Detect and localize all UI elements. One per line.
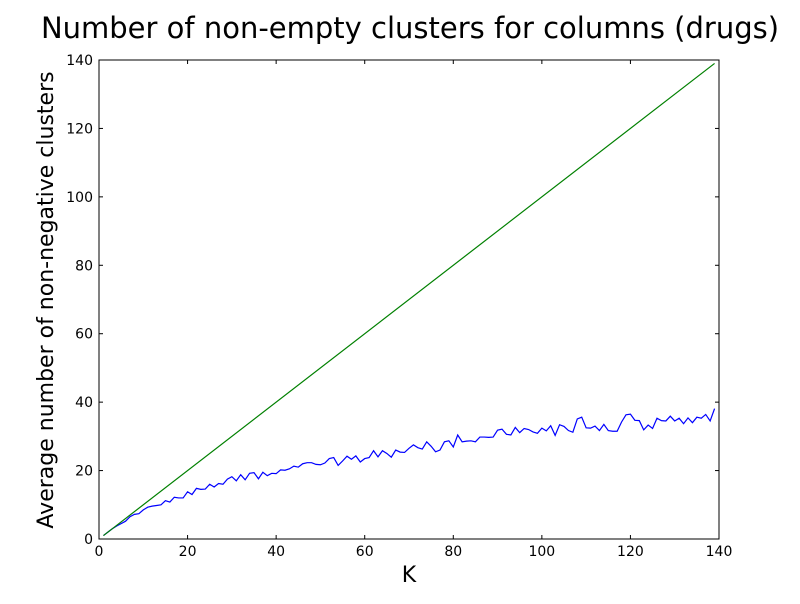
y-tick-label: 80 <box>75 258 93 274</box>
x-tick-label: 80 <box>444 544 462 560</box>
y-tick-label: 100 <box>66 190 93 206</box>
ticks-layer: 0 20 40 60 80 100 120 140 0 20 40 60 80 100 120 140 <box>66 53 732 560</box>
chart-title: Number of non-empty clusters for columns… <box>41 11 779 45</box>
series-line-0 <box>103 408 716 537</box>
x-axis-label: K <box>402 563 417 588</box>
y-tick-label: 0 <box>84 532 93 548</box>
x-tick-label: 0 <box>95 544 104 560</box>
series-line-1 <box>103 62 715 537</box>
plot-frame <box>98 59 720 540</box>
series-layer <box>103 62 716 537</box>
y-tick-label: 20 <box>75 464 93 480</box>
x-tick-label: 60 <box>356 544 374 560</box>
y-tick-label: 140 <box>66 53 93 69</box>
x-tick-label: 20 <box>179 544 197 560</box>
y-tick-label: 40 <box>75 395 93 411</box>
x-tick-label: 40 <box>267 544 285 560</box>
y-tick-label: 60 <box>75 327 93 343</box>
x-tick-label: 140 <box>706 544 733 560</box>
y-tick-label: 120 <box>66 121 93 137</box>
x-tick-label: 120 <box>617 544 644 560</box>
x-tick-label: 100 <box>528 544 555 560</box>
y-axis-label: Average number of non-negative clusters <box>34 71 59 528</box>
